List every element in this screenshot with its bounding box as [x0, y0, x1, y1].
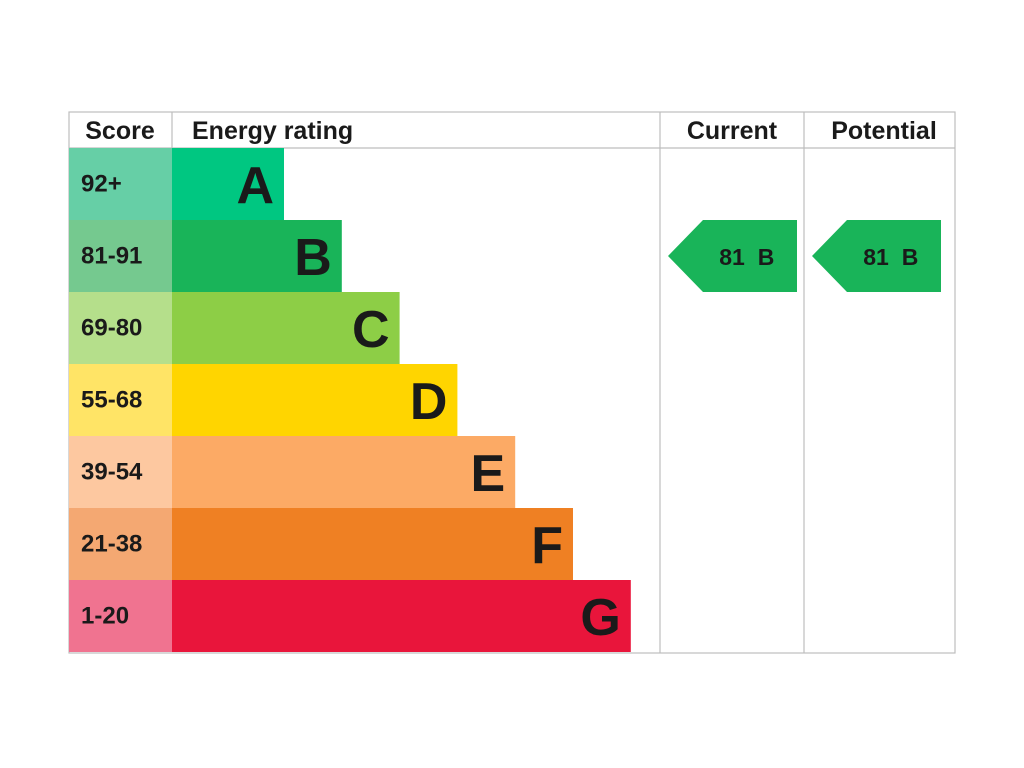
score-cell: [69, 364, 172, 436]
rating-letter: G: [580, 589, 620, 647]
score-cell: [69, 436, 172, 508]
score-label: 81-91: [81, 243, 142, 270]
rating-bar: [172, 580, 631, 652]
rating-bar: [172, 148, 284, 220]
rating-letter: F: [531, 517, 563, 575]
score-label: 69-80: [81, 315, 142, 342]
rating-letter: C: [352, 301, 390, 359]
rating-bar: [172, 436, 516, 508]
score-cell: [69, 148, 172, 220]
potential-score: 81: [863, 244, 889, 270]
rating-letter: B: [294, 229, 332, 287]
score-label: 55-68: [81, 387, 142, 414]
score-cell: [69, 508, 172, 580]
rating-bar: [172, 508, 573, 580]
score-label: 1-20: [81, 603, 129, 630]
score-cell: [69, 292, 172, 364]
header-score: Score: [85, 117, 155, 145]
current-score: 81: [719, 244, 745, 270]
rating-bar: [172, 364, 458, 436]
potential-rating: B: [902, 244, 919, 270]
score-cell: [69, 220, 172, 292]
score-cell: [69, 580, 172, 652]
rating-letter: A: [236, 157, 274, 215]
score-label: 39-54: [81, 459, 143, 486]
header-potential: Potential: [831, 117, 937, 145]
header-energy-rating: Energy rating: [192, 117, 353, 145]
potential-arrow: [812, 220, 941, 292]
rating-letter: D: [410, 373, 448, 431]
score-label: 92+: [81, 171, 122, 198]
score-label: 21-38: [81, 531, 142, 558]
current-rating: B: [758, 244, 775, 270]
rating-letter: E: [471, 445, 506, 503]
header-current: Current: [687, 117, 778, 145]
rating-bar: [172, 292, 400, 364]
current-arrow: [668, 220, 797, 292]
rating-bar: [172, 220, 342, 292]
